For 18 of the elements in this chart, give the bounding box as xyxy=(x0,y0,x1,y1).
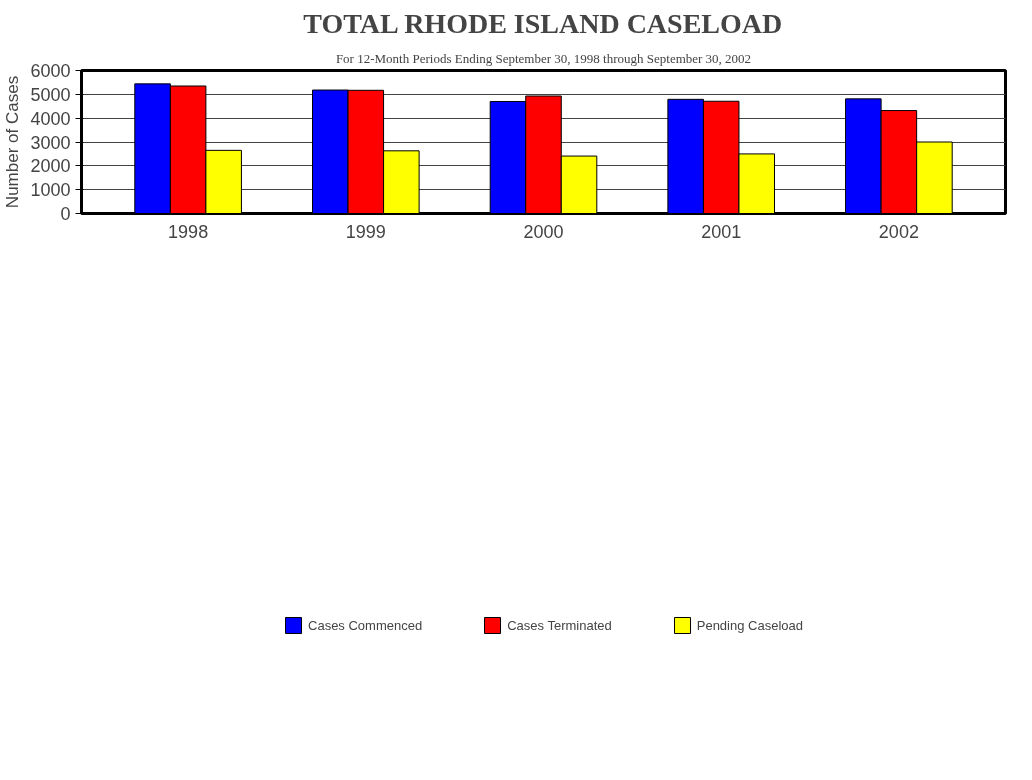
legend-label: Pending Caseload xyxy=(696,617,803,633)
y-tick-label: 5000 xyxy=(30,84,71,105)
y-tick-label: 3000 xyxy=(30,132,71,153)
x-tick-label: 2001 xyxy=(701,221,742,242)
chart-title: TOTAL RHODE ISLAND CASELOAD xyxy=(303,7,783,39)
x-tick-label: 2000 xyxy=(523,221,564,242)
legend-label: Cases Commenced xyxy=(308,617,423,633)
y-tick-label: 2000 xyxy=(30,156,71,177)
y-tick-label: 1000 xyxy=(30,180,71,201)
x-tick-label: 1999 xyxy=(345,221,386,242)
legend-label: Cases Terminated xyxy=(507,617,612,633)
y-tick-label: 0 xyxy=(60,204,71,224)
x-tick-label: 2002 xyxy=(878,221,919,242)
y-tick-label: 4000 xyxy=(30,108,71,129)
y-tick-label: 6000 xyxy=(30,61,71,81)
x-tick-label: 1998 xyxy=(168,221,209,242)
chart-subtitle: For 12-Month Periods Ending September 30, 1998 through September 30, 2002 xyxy=(335,50,752,66)
y-axis-title: Number of Cases xyxy=(3,75,23,209)
